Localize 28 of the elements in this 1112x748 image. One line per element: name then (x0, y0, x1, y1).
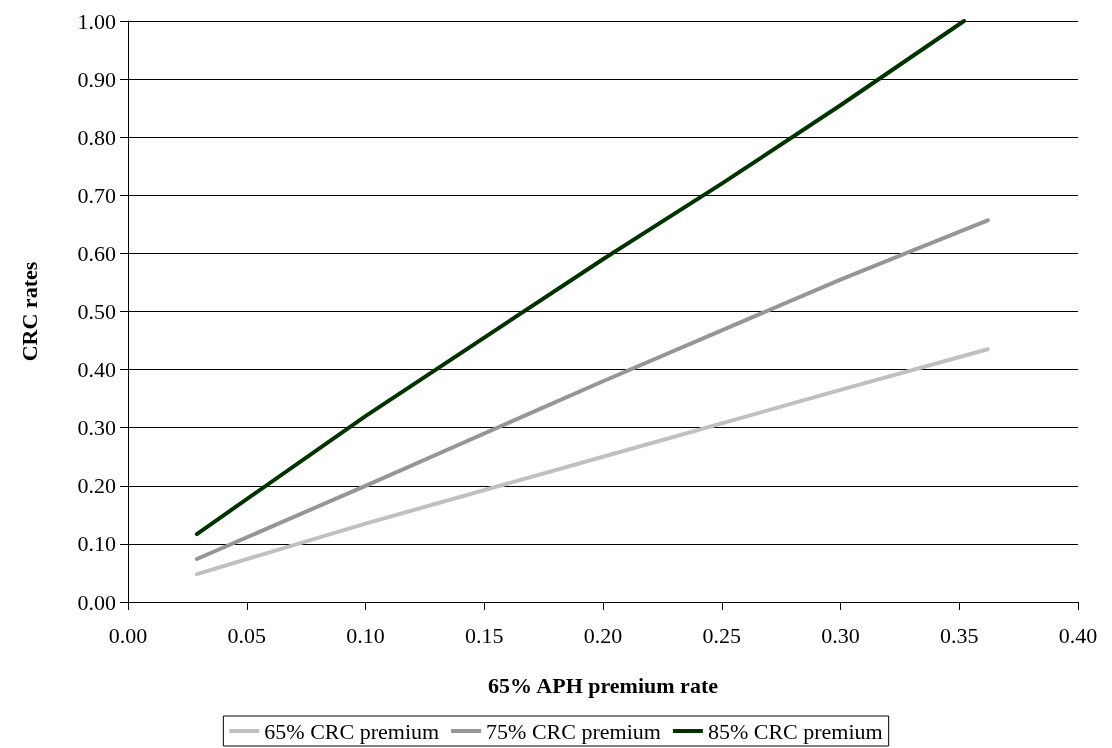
y-tick-label: 0.30 (77, 415, 116, 441)
legend-label: 85% CRC premium (707, 718, 883, 744)
y-tick-label: 0.20 (77, 473, 116, 499)
y-axis-title: CRC rates (16, 261, 42, 362)
y-tick-label: 0.50 (77, 299, 116, 324)
x-tick-label: 0.05 (227, 622, 266, 648)
x-tick-label: 0.15 (465, 622, 504, 648)
y-tick-label: 0.00 (77, 589, 116, 615)
x-tick-label: 0.20 (583, 622, 623, 648)
line-series (194, 347, 990, 577)
x-tick-label: 0.25 (702, 622, 741, 648)
y-tick-label: 0.70 (77, 182, 116, 208)
line-series (194, 19, 966, 537)
legend-label: 65% CRC premium (264, 718, 440, 744)
y-tick-label: 0.40 (77, 357, 116, 383)
x-tick-label: 0.30 (821, 622, 860, 648)
legend-label: 75% CRC premium (486, 718, 661, 744)
y-tick-label: 0.90 (77, 66, 116, 92)
x-tick-label: 0.35 (940, 622, 979, 648)
x-tick-label: 0.40 (1058, 622, 1098, 648)
y-tick-label: 0.10 (77, 531, 116, 557)
x-tick-label: 0.10 (346, 622, 385, 648)
y-tick-label: 0.60 (77, 240, 116, 266)
y-tick-label: 1.00 (77, 8, 116, 34)
y-tick-label: 0.80 (77, 124, 116, 150)
line-series (194, 218, 990, 562)
x-axis-title: 65% APH premium rate (488, 672, 719, 698)
x-tick-label: 0.00 (108, 622, 148, 648)
